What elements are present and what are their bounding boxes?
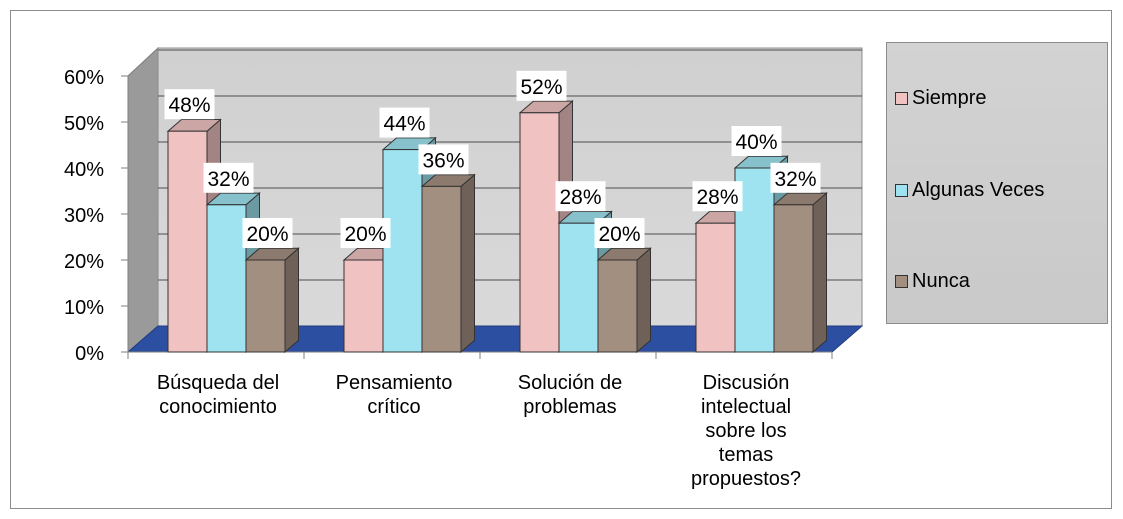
category-label-line: intelectual <box>701 396 791 418</box>
data-label-text: 28% <box>696 186 738 209</box>
bar-front <box>245 259 286 353</box>
category-label-line: sobre los <box>705 420 786 442</box>
category-label-line: problemas <box>523 396 616 418</box>
data-label-bg <box>340 218 391 248</box>
legend: Siempre Algunas Veces Nunca <box>886 42 1108 324</box>
side-wall <box>127 46 159 354</box>
data-label-text: 28% <box>559 186 601 209</box>
bar-front <box>695 222 736 353</box>
bar-side <box>460 173 475 354</box>
data-label-text: 52% <box>520 76 562 99</box>
data-label-bg <box>594 218 645 248</box>
y-tick-label: 20% <box>64 251 104 273</box>
bar-front <box>382 149 423 353</box>
data-label: 32% <box>203 162 254 193</box>
bar-front <box>519 112 560 353</box>
bar-nunca <box>244 247 300 354</box>
data-label: 40% <box>731 126 782 156</box>
bar-nunca <box>772 192 828 354</box>
data-label: 20% <box>594 218 645 248</box>
category-label-line: temas <box>719 444 773 466</box>
data-label-bg <box>516 70 567 101</box>
legend-label-siempre: Siempre <box>912 87 987 109</box>
data-label-bg <box>418 144 469 175</box>
bar-front <box>597 259 638 353</box>
data-label-text: 48% <box>168 94 210 117</box>
data-label-text: 44% <box>383 113 425 136</box>
bar-side <box>812 192 827 354</box>
category-label-line: propuestos? <box>691 468 801 490</box>
data-label-text: 32% <box>774 168 816 191</box>
bar-nunca <box>420 173 476 354</box>
data-label-bg <box>164 89 215 120</box>
legend-label-nunca: Nunca <box>912 270 970 292</box>
bar-front <box>421 185 462 353</box>
data-label-text: 40% <box>735 131 777 154</box>
data-label-text: 20% <box>344 223 386 246</box>
legend-item-siempre: Siempre <box>895 87 986 110</box>
data-label: 44% <box>379 107 430 138</box>
bar-front <box>773 204 814 353</box>
y-tick-label: 60% <box>64 67 104 89</box>
category-label-line: Búsqueda del <box>157 372 279 394</box>
data-label-bg <box>692 181 743 212</box>
data-label-text: 20% <box>598 223 640 246</box>
data-label: 48% <box>164 89 215 120</box>
data-label-bg <box>242 218 293 248</box>
y-tick-label: 40% <box>64 159 104 181</box>
data-label: 32% <box>770 162 821 193</box>
data-label-bg <box>379 107 430 138</box>
category-label-line: Pensamiento <box>336 372 453 394</box>
legend-item-nunca: Nunca <box>895 270 970 293</box>
data-label-bg <box>770 162 821 193</box>
data-label-text: 20% <box>246 223 288 246</box>
data-label: 28% <box>692 181 743 212</box>
bar-front <box>343 259 384 353</box>
data-label-text: 32% <box>207 168 249 191</box>
data-label: 20% <box>340 218 391 248</box>
bar-side <box>284 247 299 354</box>
legend-swatch-nunca <box>895 275 908 288</box>
category-label-line: crítico <box>367 396 420 418</box>
bar-front <box>558 222 599 353</box>
data-label-text: 36% <box>422 149 464 172</box>
legend-swatch-siempre <box>895 92 908 105</box>
data-label-bg <box>203 162 254 193</box>
bar-nunca <box>596 247 652 354</box>
y-tick-label: 0% <box>75 343 104 365</box>
bar-front <box>167 130 208 353</box>
category-label-line: Solución de <box>518 372 623 394</box>
data-label-bg <box>555 181 606 212</box>
legend-label-algunas-veces: Algunas Veces <box>912 179 1045 201</box>
legend-item-algunas-veces: Algunas Veces <box>895 179 1044 202</box>
bar-side <box>636 247 651 354</box>
data-label: 52% <box>516 70 567 101</box>
y-tick-label: 50% <box>64 113 104 135</box>
data-label: 20% <box>242 218 293 248</box>
y-tick-label: 30% <box>64 205 104 227</box>
legend-swatch-algunas-veces <box>895 184 908 197</box>
category-label-line: Discusión <box>703 372 790 394</box>
data-label-bg <box>731 126 782 156</box>
data-label: 36% <box>418 144 469 175</box>
data-label: 28% <box>555 181 606 212</box>
bar-front <box>206 204 247 353</box>
y-tick-label: 10% <box>64 297 104 319</box>
category-label-line: conocimiento <box>159 396 277 418</box>
